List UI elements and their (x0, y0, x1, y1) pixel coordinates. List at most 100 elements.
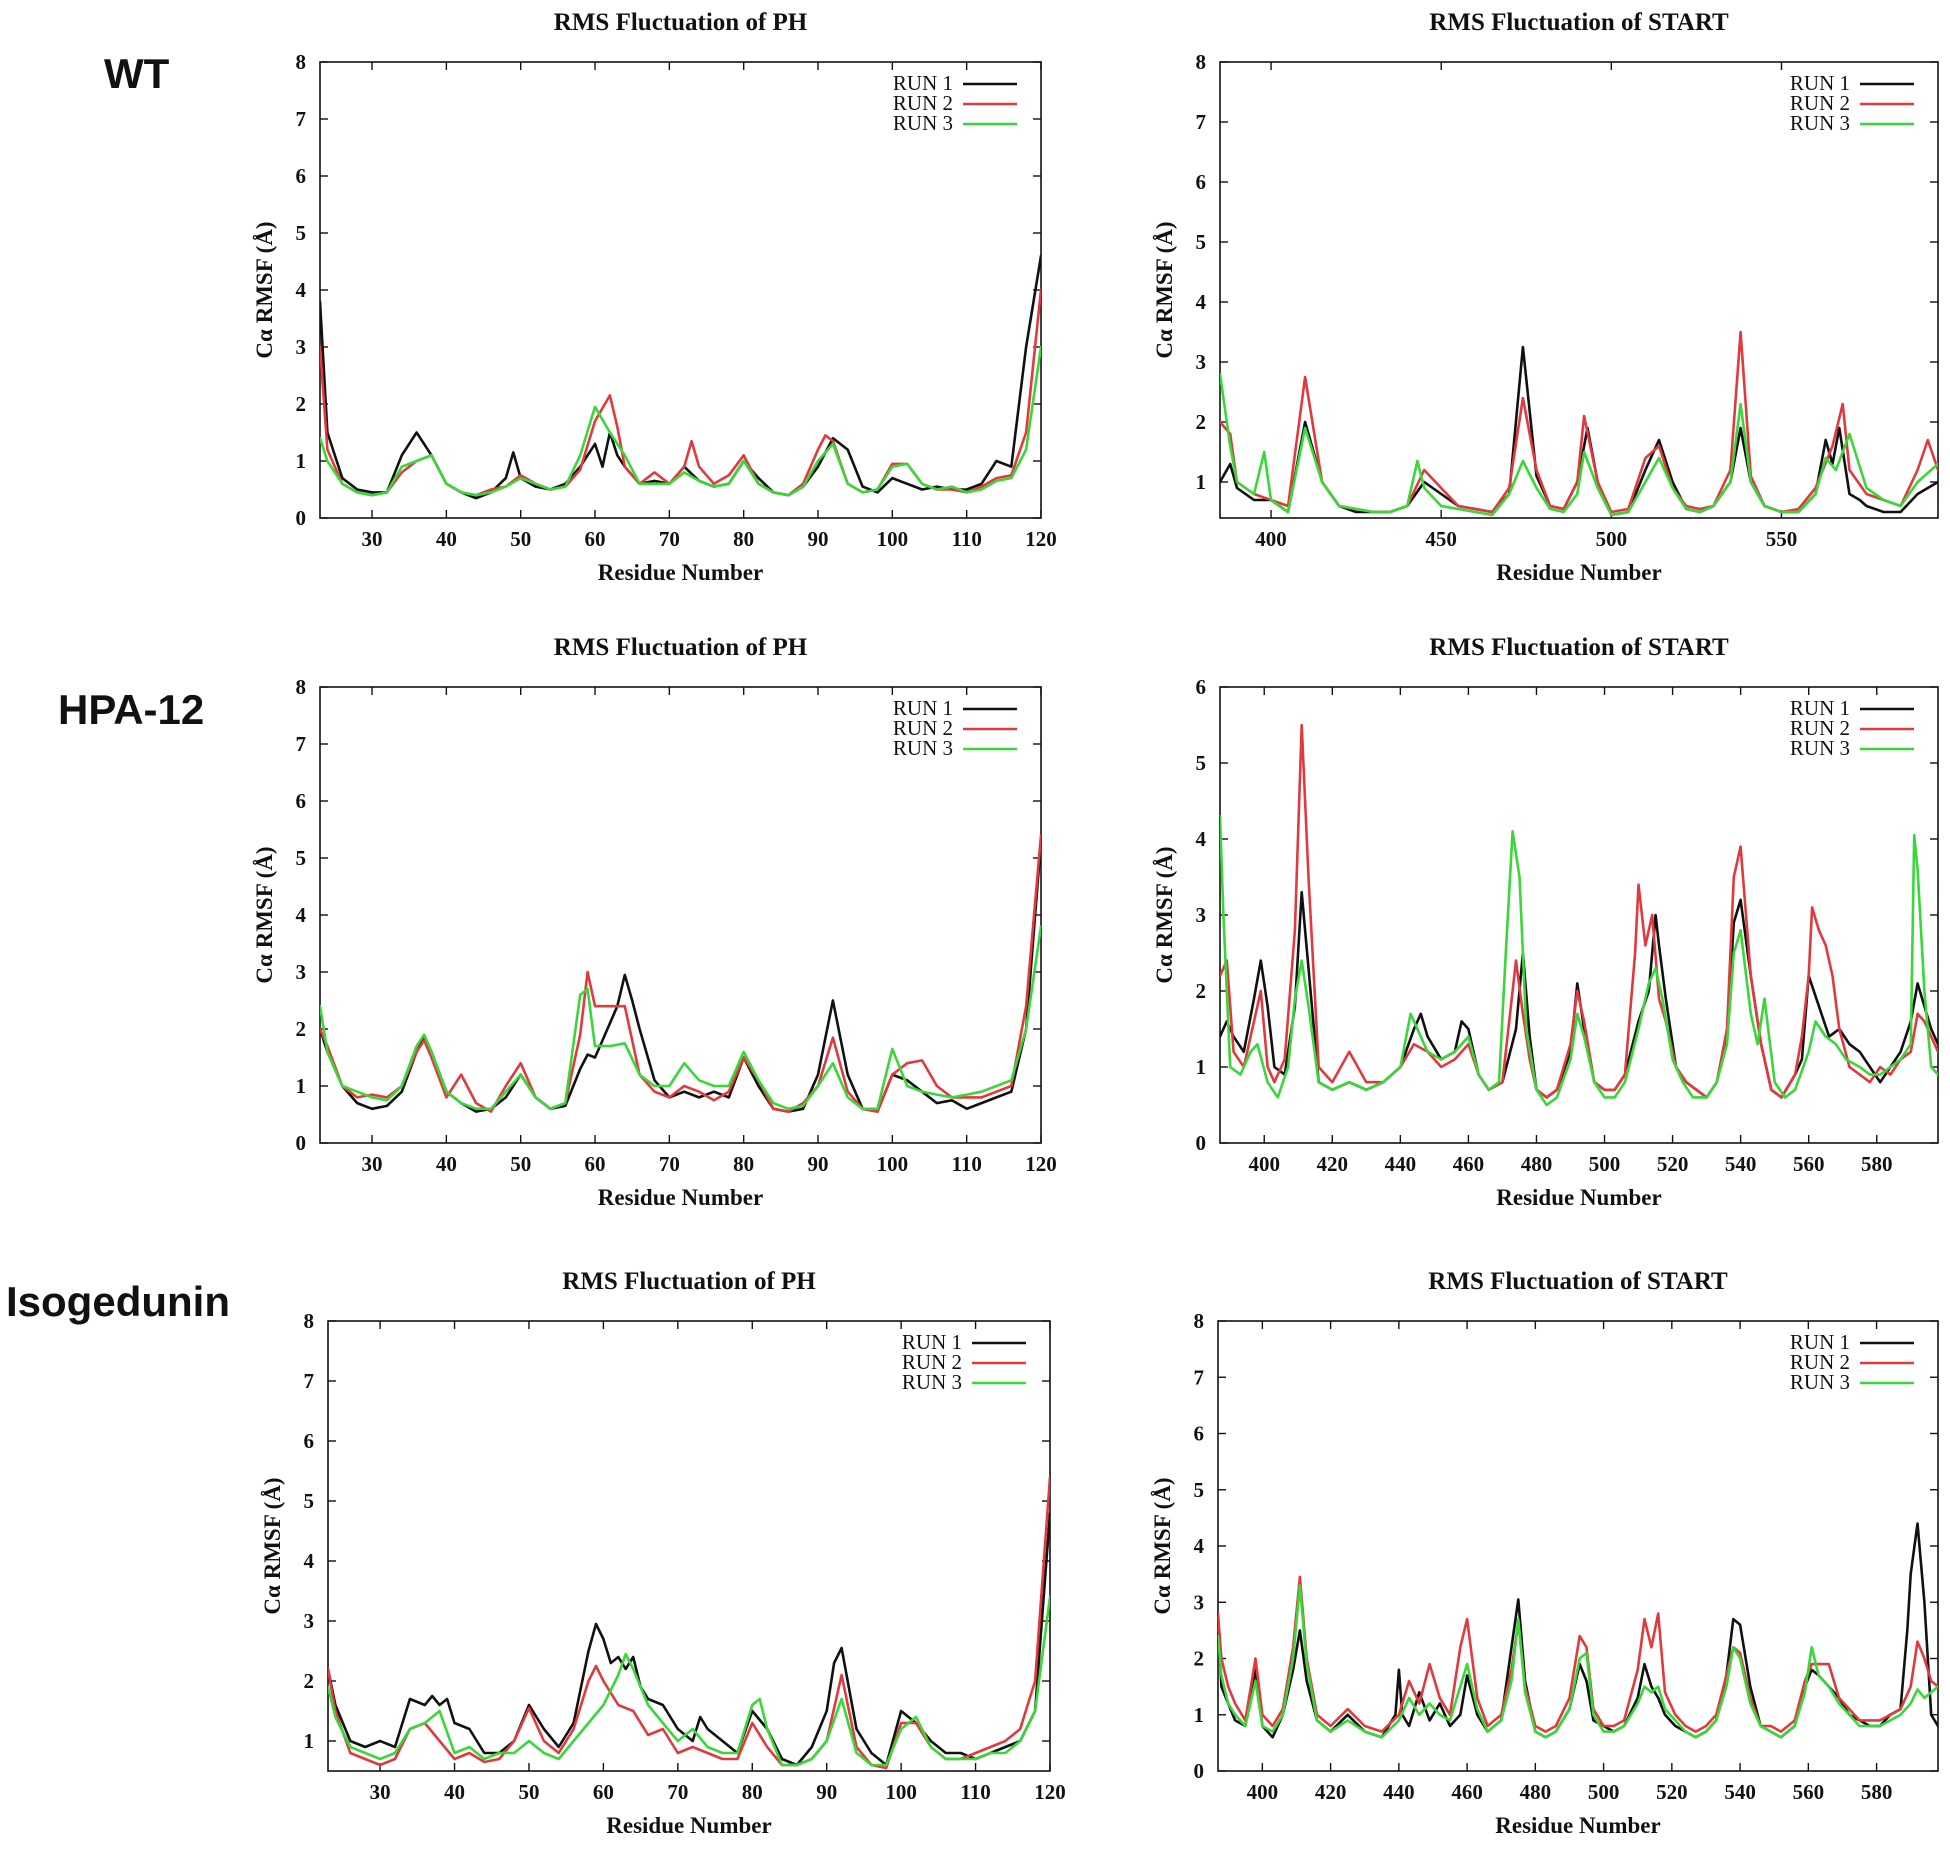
chart-0-title: RMS Fluctuation of PH (554, 9, 808, 36)
chart-2-ylabel: Cα RMSF (Å) (252, 846, 277, 983)
chart-3-xtick-label: 440 (1385, 1152, 1417, 1176)
chart-4-xtick-label: 40 (444, 1780, 465, 1804)
chart-3-ytick-label: 6 (1196, 675, 1207, 699)
chart-0-ytick-label: 6 (296, 164, 307, 188)
chart-4-xtick-label: 80 (742, 1780, 763, 1804)
chart-2-ytick-label: 3 (296, 960, 307, 984)
chart-5-xtick-label: 580 (1861, 1780, 1893, 1804)
chart-5-ytick-label: 1 (1194, 1703, 1205, 1727)
chart-2-xtick-label: 50 (510, 1152, 531, 1176)
chart-2-xtick-label: 110 (951, 1152, 981, 1176)
chart-1-series-run3-line (1220, 372, 1938, 517)
chart-2-ytick-label: 0 (296, 1131, 307, 1155)
chart-4-ytick-label: 1 (304, 1729, 315, 1753)
chart-3-xlabel: Residue Number (1496, 1185, 1661, 1210)
chart-4-legend-run2-label: RUN 2 (902, 1350, 962, 1374)
chart-0-xtick-label: 40 (436, 527, 457, 551)
chart-3-ytick-label: 5 (1196, 751, 1207, 775)
chart-0-xtick-label: 120 (1025, 527, 1057, 551)
chart-1-xtick-label: 550 (1766, 527, 1798, 551)
chart-5-xtick-label: 540 (1724, 1780, 1756, 1804)
chart-3-series-run2-line (1220, 723, 1938, 1099)
chart-0-xtick-label: 100 (877, 527, 909, 551)
chart-0-xtick-label: 60 (585, 527, 606, 551)
chart-3-ytick-label: 0 (1196, 1131, 1207, 1155)
chart-3-xtick-label: 500 (1589, 1152, 1621, 1176)
chart-5-ytick-label: 3 (1194, 1590, 1205, 1614)
chart-2-xtick-label: 100 (877, 1152, 909, 1176)
chart-2-xtick-label: 40 (436, 1152, 457, 1176)
chart-2-legend-run2-label: RUN 2 (893, 716, 953, 740)
chart-2-ytick-label: 2 (296, 1017, 307, 1041)
chart-4-xtick-label: 90 (816, 1780, 837, 1804)
chart-2-xlabel: Residue Number (598, 1185, 763, 1210)
chart-3-ytick-label: 1 (1196, 1055, 1207, 1079)
chart-2-series-run3-line (320, 925, 1041, 1111)
chart-3-ylabel: Cα RMSF (Å) (1152, 846, 1177, 983)
chart-1-plot-frame (1219, 61, 1939, 519)
chart-3-series-run3-line (1220, 814, 1938, 1107)
chart-4-ytick-label: 7 (304, 1369, 315, 1393)
chart-2-ytick-label: 1 (296, 1074, 307, 1098)
chart-5-ytick-label: 4 (1194, 1534, 1205, 1558)
chart-3-legend-run2-label: RUN 2 (1790, 716, 1850, 740)
chart-5-legend-run3-label: RUN 3 (1790, 1370, 1850, 1394)
chart-3-legend-run3-label: RUN 3 (1790, 736, 1850, 760)
chart-5-xtick-label: 420 (1315, 1780, 1347, 1804)
chart-1-ytick-label: 6 (1196, 170, 1207, 194)
chart-4-xtick-label: 100 (885, 1780, 917, 1804)
chart-2-series-run2-line (320, 833, 1041, 1113)
chart-0-series-run3-line (320, 345, 1041, 497)
chart-3-ytick-label: 4 (1196, 827, 1207, 851)
chart-1-ytick-label: 2 (1196, 410, 1207, 434)
chart-0-legend-run1-label: RUN 1 (893, 71, 953, 95)
chart-4-ylabel: Cα RMSF (Å) (260, 1477, 285, 1614)
chart-1-ytick-label: 4 (1196, 290, 1207, 314)
chart-2-legend-run3-label: RUN 3 (893, 736, 953, 760)
chart-0-series-run1-line (320, 254, 1041, 500)
chart-4-xlabel: Residue Number (606, 1813, 771, 1838)
chart-1-xtick-label: 500 (1596, 527, 1628, 551)
chart-2-ytick-label: 7 (296, 732, 307, 756)
chart-3-xtick-label: 540 (1725, 1152, 1757, 1176)
chart-0-legend-run3-label: RUN 3 (893, 111, 953, 135)
chart-1-ytick-label: 3 (1196, 350, 1207, 374)
chart-4-xtick-label: 30 (370, 1780, 391, 1804)
chart-3-ytick-label: 2 (1196, 979, 1207, 1003)
chart-0-xtick-label: 50 (510, 527, 531, 551)
chart-5-legend-run2-label: RUN 2 (1790, 1350, 1850, 1374)
chart-2-xtick-label: 90 (808, 1152, 829, 1176)
chart-2-legend-run1-label: RUN 1 (893, 696, 953, 720)
chart-4-ytick-label: 2 (304, 1669, 315, 1693)
chart-2-xtick-label: 60 (585, 1152, 606, 1176)
chart-2-xtick-label: 70 (659, 1152, 680, 1176)
chart-3-xtick-label: 580 (1861, 1152, 1893, 1176)
chart-4-ytick-label: 4 (304, 1549, 315, 1573)
chart-0-ytick-label: 5 (296, 221, 307, 245)
chart-1-legend-run2-label: RUN 2 (1790, 91, 1850, 115)
chart-2-ytick-label: 6 (296, 789, 307, 813)
chart-4-ytick-label: 3 (304, 1609, 315, 1633)
chart-4-ytick-label: 6 (304, 1429, 315, 1453)
chart-5-ytick-label: 7 (1194, 1365, 1205, 1389)
chart-0-ytick-label: 4 (296, 278, 307, 302)
chart-4-legend-run3-label: RUN 3 (902, 1370, 962, 1394)
chart-1-ylabel: Cα RMSF (Å) (1152, 221, 1177, 358)
chart-2-ytick-label: 5 (296, 846, 307, 870)
chart-0-xtick-label: 70 (659, 527, 680, 551)
chart-0-xtick-label: 80 (733, 527, 754, 551)
chart-0-ytick-label: 1 (296, 449, 307, 473)
chart-4-series-run1-line (328, 1511, 1050, 1767)
chart-4-xtick-label: 60 (593, 1780, 614, 1804)
chart-3-xtick-label: 520 (1657, 1152, 1689, 1176)
chart-2-title: RMS Fluctuation of PH (554, 634, 808, 661)
chart-5-xtick-label: 440 (1383, 1780, 1415, 1804)
chart-1-xlabel: Residue Number (1496, 560, 1661, 585)
chart-0-xtick-label: 110 (951, 527, 981, 551)
chart-5-xtick-label: 480 (1520, 1780, 1552, 1804)
chart-5-xtick-label: 520 (1656, 1780, 1688, 1804)
chart-3-xtick-label: 400 (1248, 1152, 1280, 1176)
chart-3-xtick-label: 560 (1793, 1152, 1825, 1176)
